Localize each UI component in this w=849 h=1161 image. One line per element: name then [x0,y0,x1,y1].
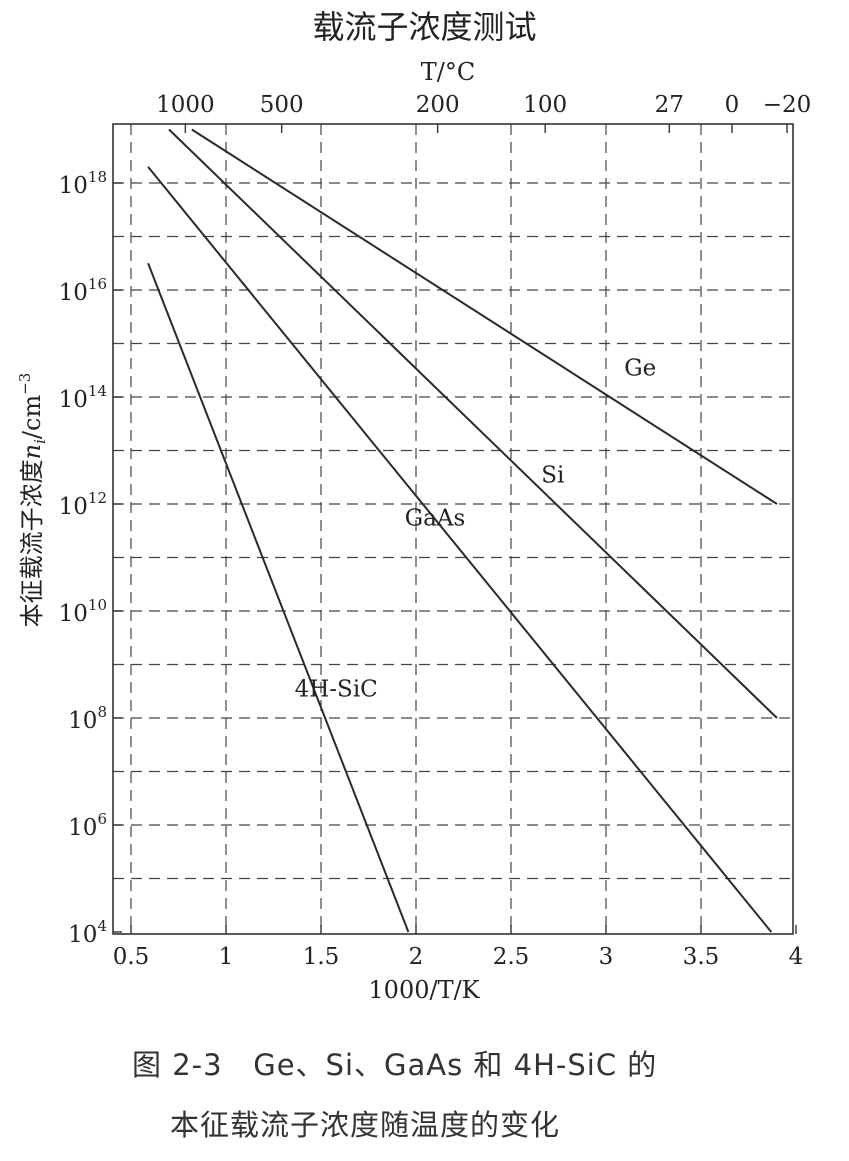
figure-caption-line1: 图 2-3 Ge、Si、GaAs 和 4H-SiC 的 [132,1048,658,1082]
y-tick-label: 1012 [59,489,107,520]
series-label-si: Si [541,463,564,489]
top-tick-label: −20 [763,92,812,118]
x-tick-label: 1.5 [303,944,340,970]
series-label-gaas: GaAs [405,505,466,531]
x-axis-label: 1000/T/K [368,976,480,1004]
x-tick-label: 0.5 [113,944,150,970]
series-label-4h-sic: 4H-SiC [295,677,378,703]
top-tick-label: 1000 [156,92,215,118]
x-tick-label: 3.5 [683,944,720,970]
y-axis-label-exp: −3 [16,373,34,395]
y-tick-label: 104 [68,917,107,948]
figure-caption-line2: 本征载流子浓度随温度的变化 [170,1108,561,1142]
y-tick-labels: 1018 1016 1014 1012 1010 108 106 104 [59,168,107,948]
top-tick-label: 100 [523,92,567,118]
series-label-ge: Ge [624,356,656,382]
top-axis-label: T/°C [421,58,475,86]
x-tick-label: 2.5 [493,944,530,970]
y-tick-label: 1014 [59,382,107,413]
y-axis-label-var: n [18,444,46,459]
series-line-4h-sic [147,262,410,933]
y-axis-label-main: 本征载流子浓度 [18,459,46,627]
y-tick-label: 1016 [59,275,107,306]
top-tick-label: 500 [260,92,304,118]
y-axis-label-unit: /cm [18,395,46,440]
y-tick-label: 1018 [59,168,107,199]
y-axis-label: 本征载流子浓度ni/cm−3 [16,373,49,628]
grid [113,124,793,934]
top-tick-labels: 1000 500 200 100 27 0 −20 [156,92,811,118]
series-labels: Ge Si GaAs 4H-SiC [295,356,657,703]
plot-frame [112,123,794,935]
x-tick-label: 4 [789,944,804,970]
series-line-si [168,128,778,719]
x-tick-labels: 0.5 1 1.5 2 2.5 3 3.5 4 [113,944,804,970]
top-tick-label: 200 [416,92,460,118]
y-tick-label: 1010 [59,596,107,627]
x-tick-label: 2 [409,944,424,970]
y-axis-label-sub: i [31,439,49,444]
series-line-ge [191,128,778,505]
tick-marks [113,124,797,934]
top-tick-label: 27 [655,92,684,118]
y-tick-label: 106 [68,810,107,841]
chart-title: 载流子浓度测试 [312,8,537,46]
series-lines [147,128,778,933]
x-tick-label: 3 [599,944,614,970]
x-tick-label: 1 [219,944,234,970]
series-line-gaas [147,166,773,933]
top-tick-label: 0 [725,92,740,118]
y-tick-label: 108 [68,703,107,734]
